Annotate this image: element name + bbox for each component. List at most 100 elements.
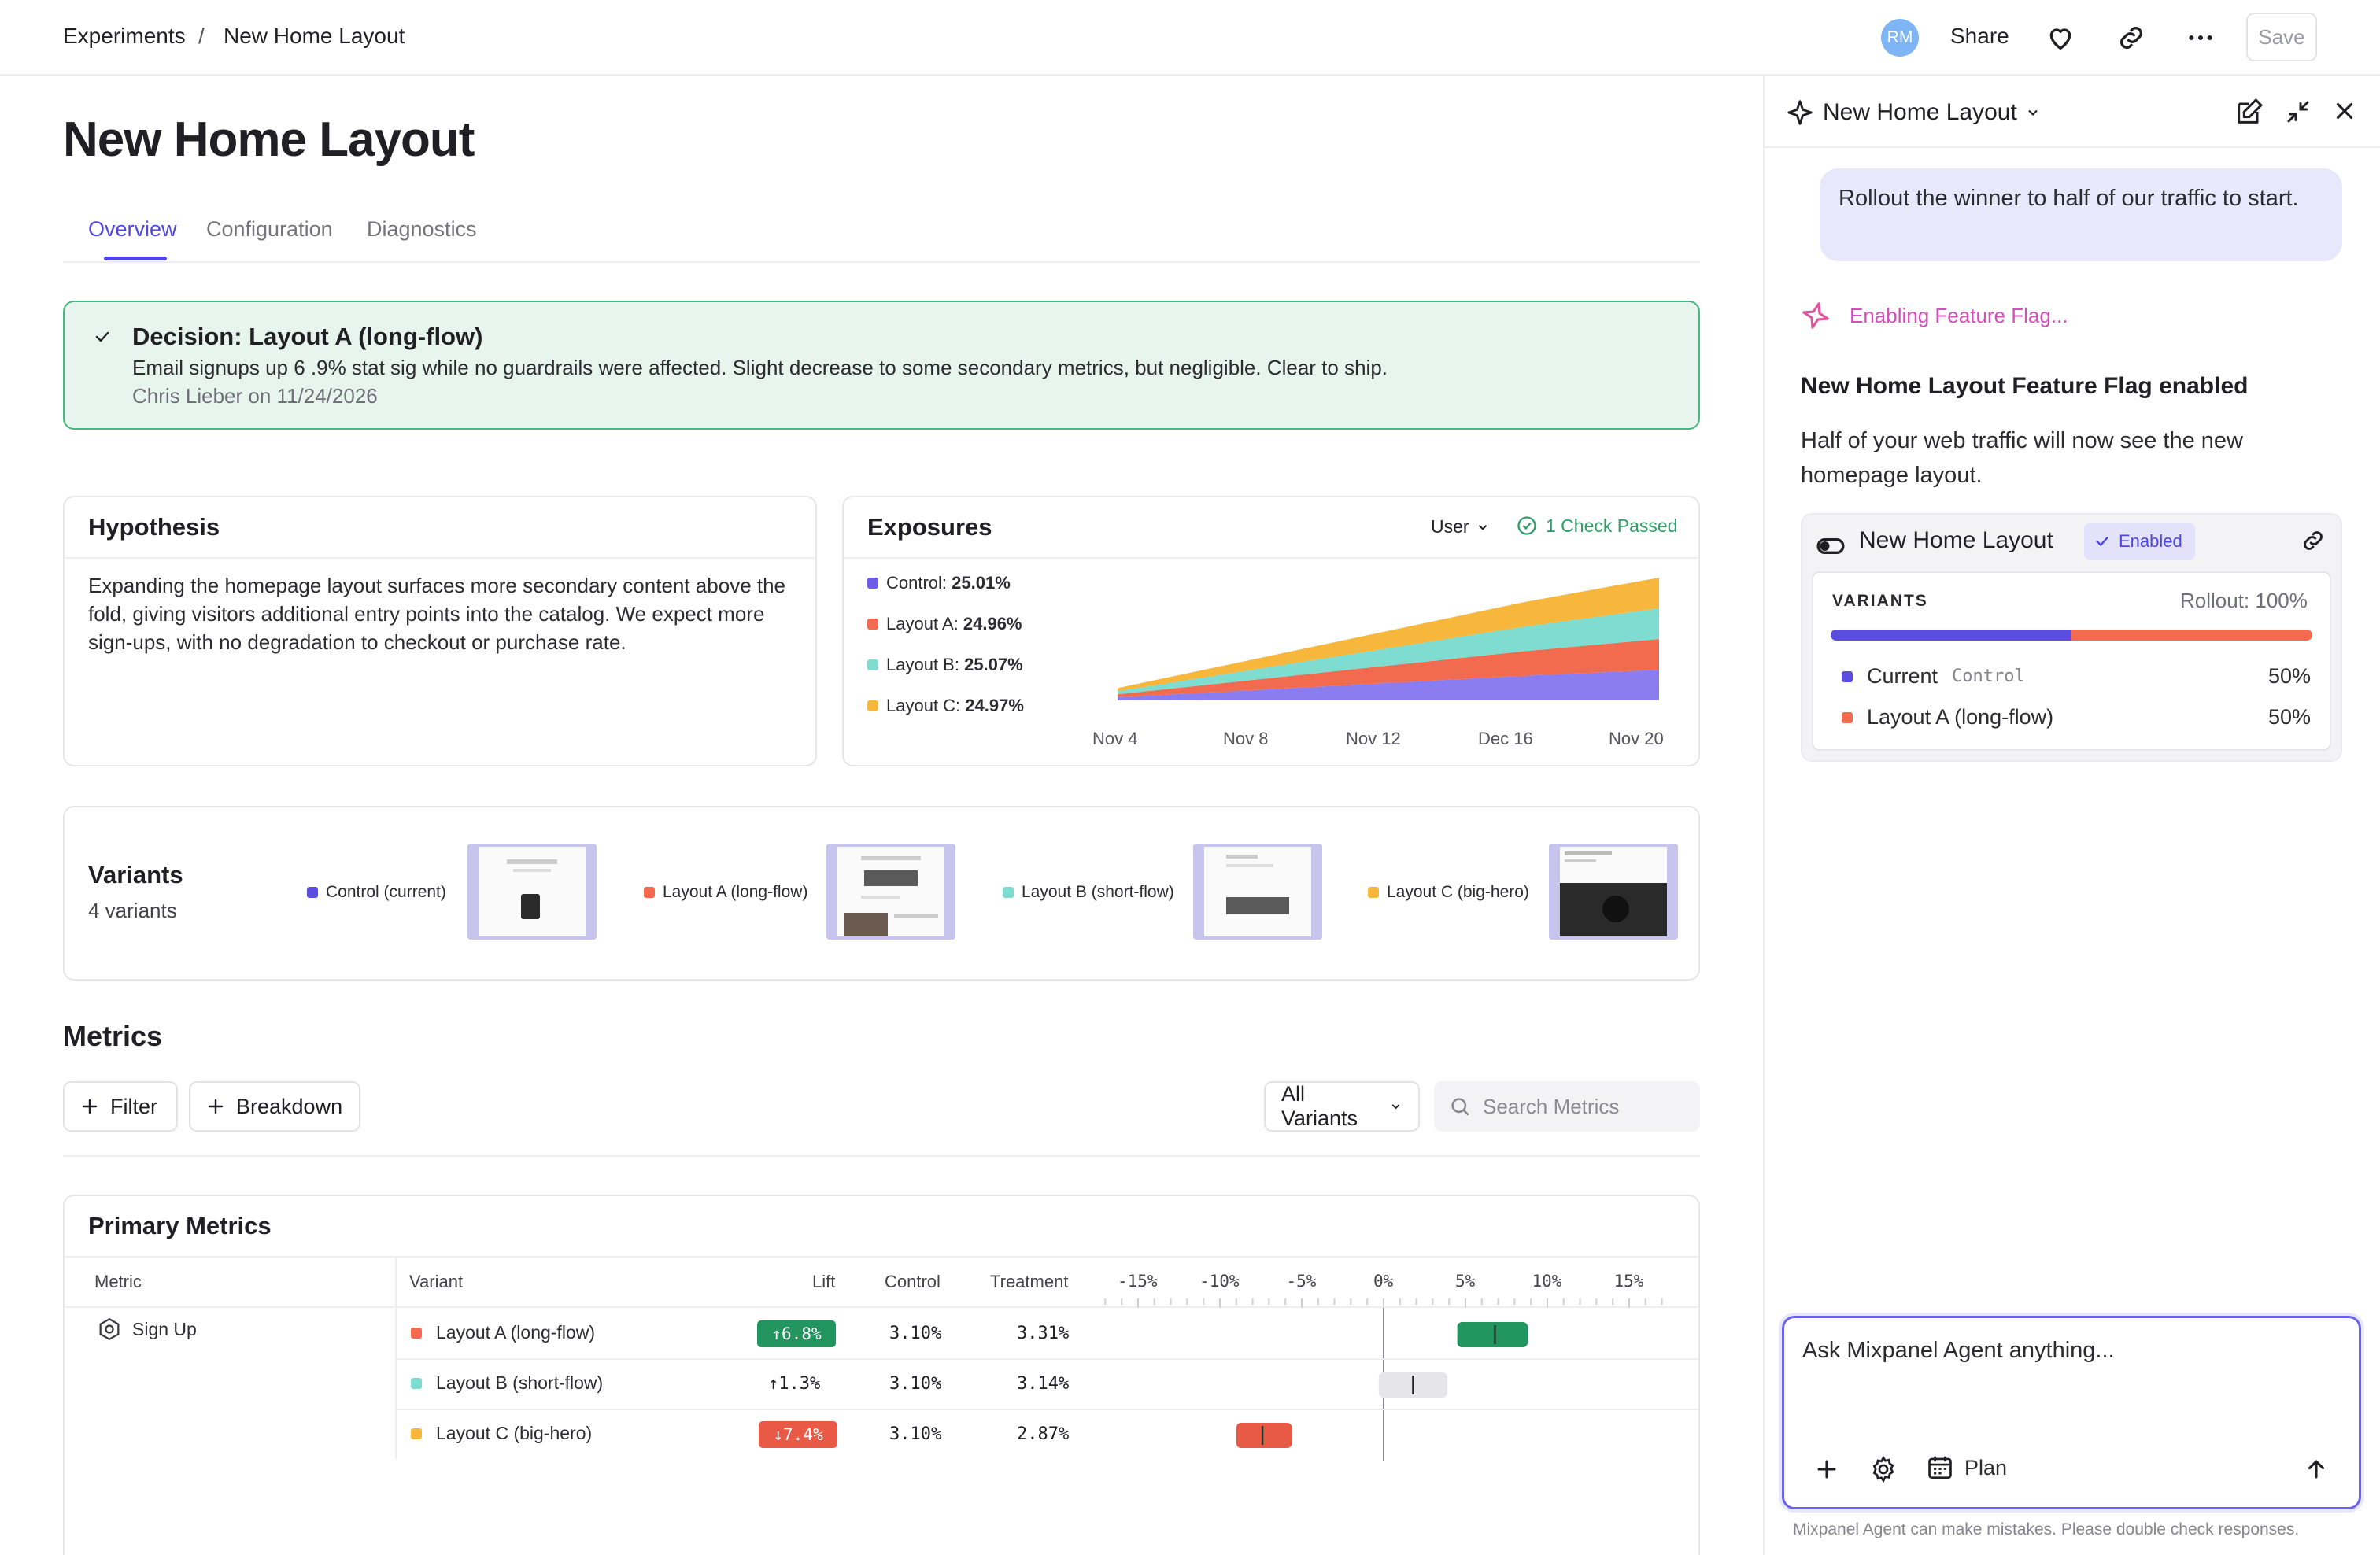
variant-name: Layout C (big-hero) (436, 1423, 593, 1443)
area-series-layout-c[interactable] (1118, 578, 1659, 692)
area-series-layout-a[interactable] (1118, 639, 1659, 698)
metrics-title: Metrics (63, 1020, 163, 1052)
table-header-bottom-border (65, 1306, 1698, 1308)
tab-overview[interactable]: Overview (88, 217, 177, 241)
chevron-down-icon (1391, 1104, 1400, 1110)
variant-color-swatch (411, 1428, 422, 1439)
decision-author: Chris Lieber on 11/24/2026 (132, 384, 378, 408)
lift-value: ↓7.4% (759, 1421, 837, 1448)
minimize-icon[interactable] (2284, 98, 2312, 126)
lift-axis-tick-label: -10% (1199, 1272, 1240, 1291)
new-chat-icon[interactable] (2234, 96, 2265, 127)
agent-status: Enabling Feature Flag... (1850, 304, 2068, 327)
search-metrics-input[interactable]: Search Metrics (1434, 1081, 1700, 1132)
legend-value: 25.01% (952, 573, 1011, 593)
avatar[interactable]: RM (1881, 19, 1919, 57)
flag-variant-name: Layout A (long-flow) (1867, 705, 2054, 729)
metric-hexagon-icon (99, 1317, 120, 1341)
feature-flag-result-title: New Home Layout Feature Flag enabled (1801, 373, 2249, 399)
variant-label: Layout B (short-flow) (1022, 883, 1174, 901)
x-axis-tick-label: Nov 8 (1223, 729, 1269, 748)
treatment-value: 2.87% (1017, 1424, 1070, 1444)
column-header-lift[interactable]: Lift (812, 1272, 836, 1291)
send-arrow-icon[interactable] (2303, 1456, 2330, 1483)
flag-variant-layout-a: Layout A (long-flow) (1842, 705, 2053, 729)
rollout-segment-current (1831, 630, 2071, 641)
variants-caps-label: VARIANTS (1832, 592, 1928, 610)
metric-sign-up[interactable]: Sign Up (96, 1316, 197, 1343)
flag-variant-tag: Control (1952, 667, 2025, 686)
variant-control: Control (current) (307, 883, 446, 902)
variant-thumbnail-layout-b[interactable] (1193, 844, 1322, 940)
variants-title: Variants (88, 861, 183, 888)
metrics-divider (63, 1155, 1700, 1157)
variant-filter-select[interactable]: All Variants (1264, 1081, 1420, 1132)
save-button[interactable]: Save (2246, 13, 2317, 61)
legend-layout-b: Layout B: 25.07% (867, 655, 1023, 675)
plus-icon (82, 1099, 98, 1114)
tab-configuration[interactable]: Configuration (206, 217, 333, 241)
check-status[interactable]: 1 Check Passed (1516, 515, 1677, 537)
unit-select[interactable]: User (1431, 516, 1490, 537)
breakdown-label: Breakdown (236, 1094, 343, 1118)
variant-label: Control (current) (326, 883, 446, 901)
metric-column-divider (395, 1256, 397, 1459)
variant-thumbnail-layout-a[interactable] (826, 844, 955, 940)
chevron-down-icon (1478, 524, 1487, 530)
unit-select-value: User (1431, 516, 1469, 537)
column-header-metric[interactable]: Metric (94, 1272, 142, 1291)
column-header-control[interactable]: Control (885, 1272, 941, 1291)
panel-title-dropdown[interactable]: New Home Layout (1823, 99, 2041, 126)
column-header-treatment[interactable]: Treatment (990, 1272, 1069, 1291)
variant-cell[interactable]: Layout B (short-flow) (411, 1372, 603, 1394)
variant-cell[interactable]: Layout C (big-hero) (411, 1423, 592, 1444)
treatment-value: 3.14% (1017, 1374, 1070, 1394)
lift-value: ↑6.8% (757, 1320, 836, 1347)
link-icon[interactable] (2300, 527, 2326, 554)
ci-bar[interactable] (1236, 1423, 1292, 1448)
filter-button[interactable]: Filter (63, 1081, 178, 1132)
page-title: New Home Layout (63, 113, 475, 167)
variant-thumbnail-layout-c[interactable] (1549, 844, 1678, 940)
heart-icon[interactable] (2045, 22, 2076, 54)
share-button[interactable]: Share (1950, 24, 2009, 48)
breadcrumb-current: New Home Layout (224, 24, 405, 48)
add-attachment-icon[interactable] (1813, 1456, 1840, 1483)
tab-diagnostics[interactable]: Diagnostics (367, 217, 477, 241)
control-value: 3.10% (889, 1374, 942, 1394)
table-header-top-border (65, 1256, 1698, 1258)
legend-name: Control: (886, 573, 948, 593)
ci-bar[interactable] (1457, 1322, 1528, 1347)
legend-value: 24.96% (963, 614, 1022, 633)
plan-button[interactable]: Plan (1925, 1453, 2007, 1483)
close-icon[interactable] (2331, 98, 2358, 124)
decision-text: Email signups up 6 .9% stat sig while no… (132, 356, 1388, 379)
link-icon[interactable] (2116, 22, 2147, 54)
exposures-area-chart (1118, 578, 1659, 700)
x-axis-tick-label: Nov 4 (1092, 729, 1138, 748)
area-series-layout-b[interactable] (1118, 608, 1659, 695)
hypothesis-card (63, 496, 817, 766)
variant-color-swatch (411, 1327, 422, 1339)
breadcrumb-experiments[interactable]: Experiments (63, 24, 186, 48)
decision-banner (63, 301, 1700, 430)
row-divider (397, 1409, 1698, 1410)
area-series-control[interactable] (1118, 670, 1659, 700)
variant-name: Layout B (short-flow) (436, 1372, 604, 1393)
panel-header-divider (1763, 146, 2380, 148)
settings-gear-icon[interactable] (1868, 1454, 1898, 1484)
sparkle-icon (1785, 98, 1815, 127)
x-axis-tick-label: Dec 16 (1478, 729, 1533, 748)
lift-axis-tick-label: 10% (1532, 1272, 1562, 1291)
breakdown-button[interactable]: Breakdown (189, 1081, 360, 1132)
column-header-variant[interactable]: Variant (409, 1272, 464, 1291)
variant-cell[interactable]: Layout A (long-flow) (411, 1322, 595, 1343)
more-options-icon[interactable] (2185, 22, 2216, 54)
feature-flag-name: New Home Layout (1859, 527, 2053, 553)
lift-axis-tick-label: 5% (1455, 1272, 1476, 1291)
breadcrumb-separator: / (198, 24, 205, 48)
variant-thumbnail-control[interactable] (468, 844, 597, 940)
hypothesis-text: Expanding the homepage layout surfaces m… (88, 574, 786, 654)
legend-name: Layout B: (886, 655, 959, 674)
x-axis-tick-label: Nov 12 (1346, 729, 1401, 748)
